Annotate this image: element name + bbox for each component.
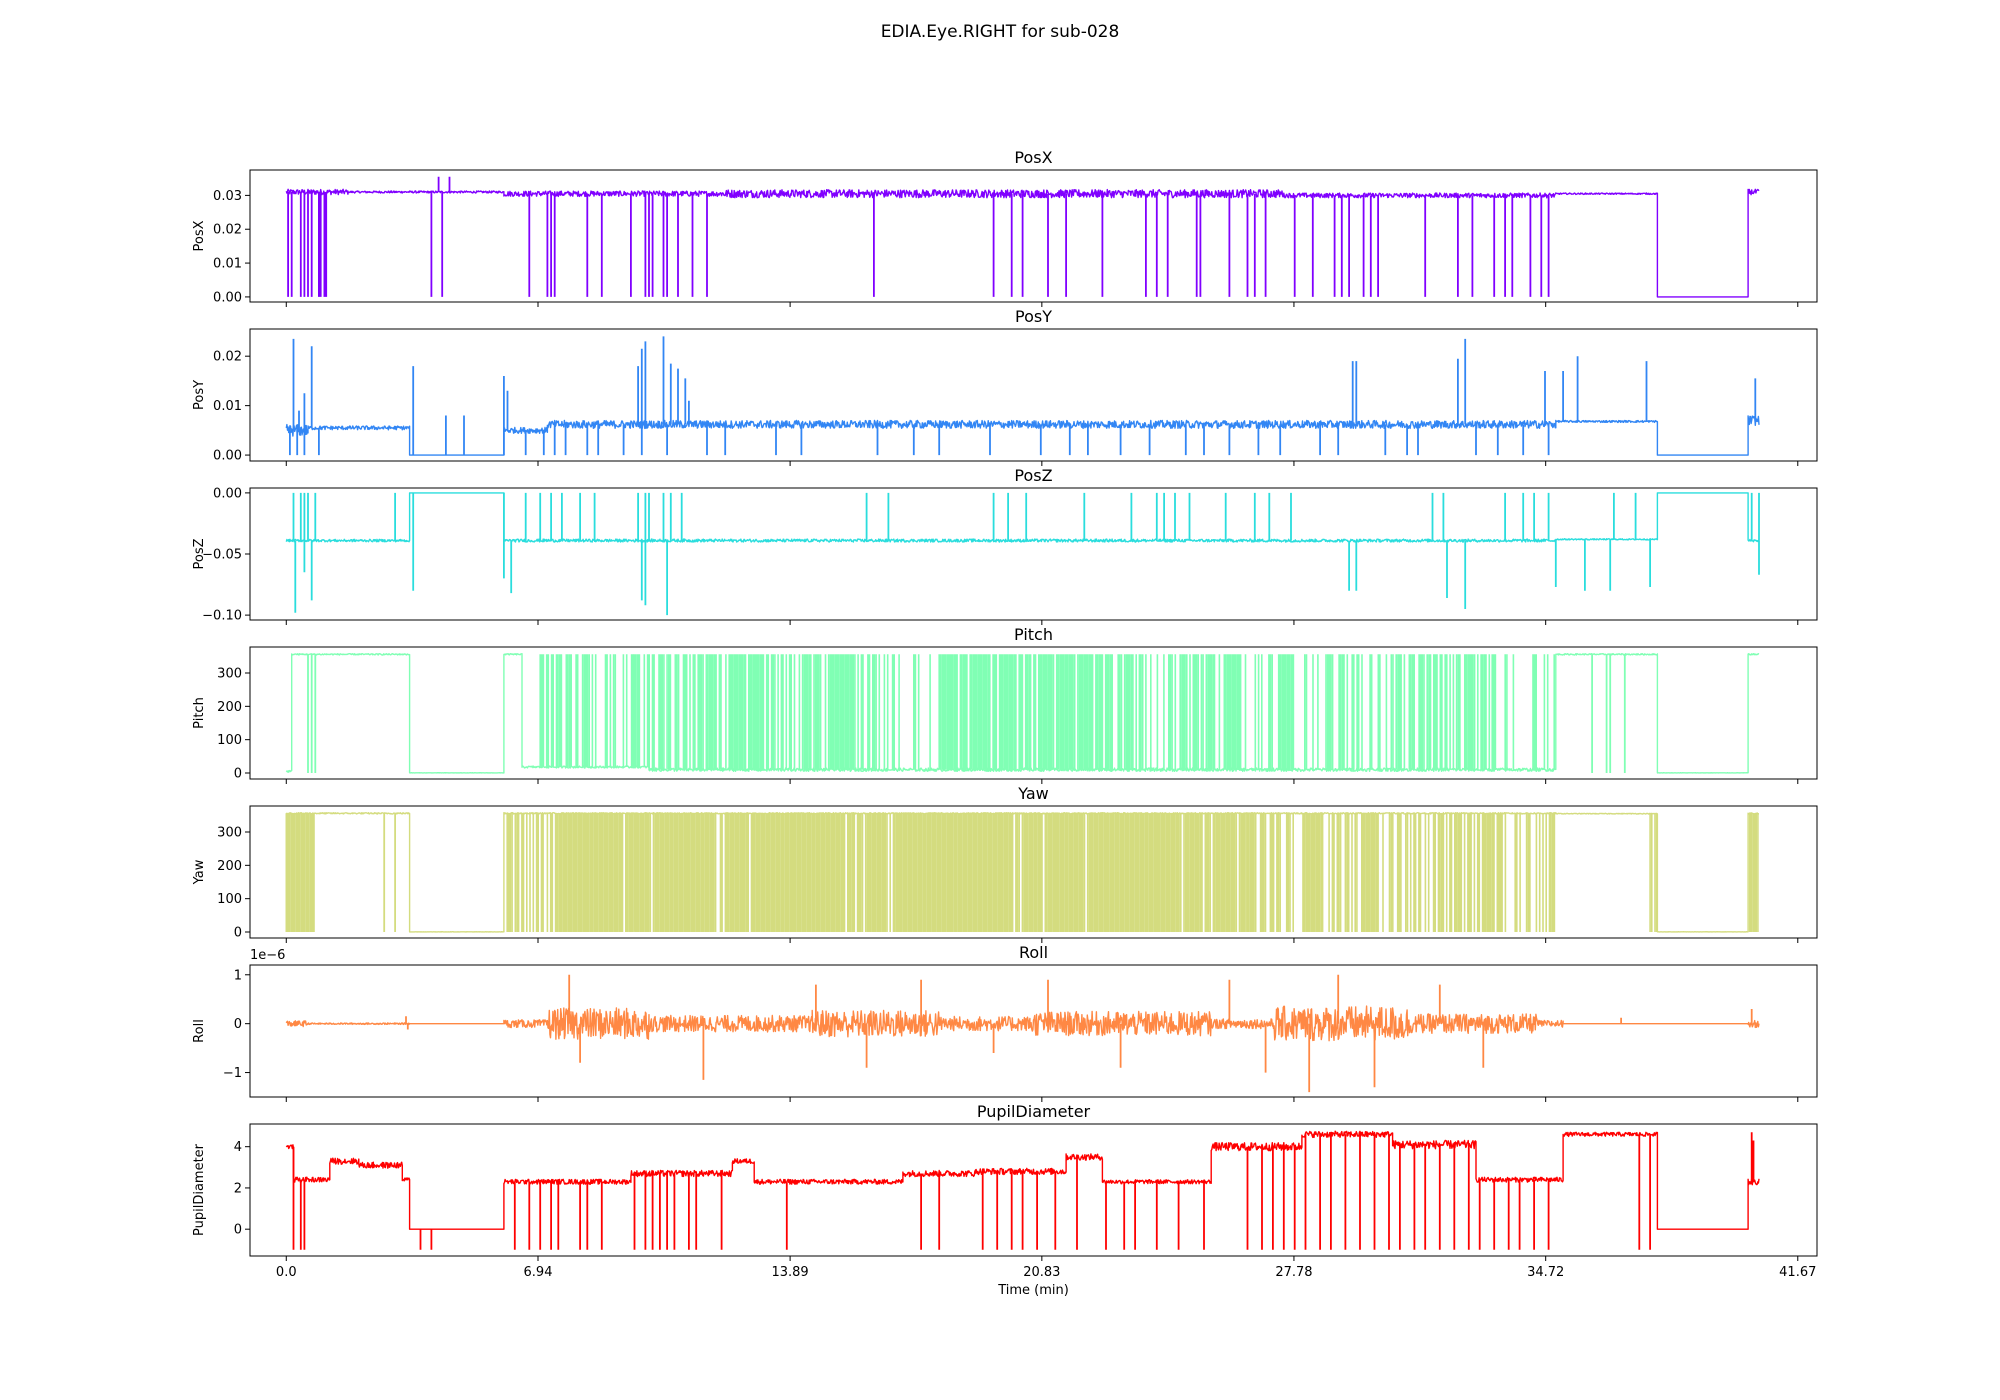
subplot-posx: PosX PosX 0.00 0.01 0.02 0.03 (192, 148, 1817, 307)
switch-band (1492, 654, 1554, 769)
y-tick-label: 0 (234, 767, 242, 782)
subplot-title: Roll (1019, 943, 1048, 962)
y-tick-label: 0.02 (213, 223, 242, 238)
switch-band (504, 813, 543, 932)
subplot-title: Yaw (1017, 784, 1048, 803)
switch-band (547, 813, 1246, 932)
series-line (286, 654, 1759, 773)
axes-frame (250, 1124, 1817, 1256)
y-scale-label: 1e−6 (250, 948, 285, 963)
y-tick-label: 0.01 (213, 257, 242, 272)
series-line (286, 493, 1759, 615)
y-axis-label: Yaw (192, 859, 207, 885)
axes-frame (250, 329, 1817, 461)
x-tick-label: 0.0 (276, 1265, 297, 1280)
subplot-title: PosZ (1014, 466, 1052, 485)
y-axis-label: Pitch (192, 697, 207, 729)
y-tick-label: 0 (234, 926, 242, 941)
subplot-posy: PosY PosY 0.00 0.01 0.02 (192, 307, 1817, 466)
switch-band (286, 813, 314, 932)
x-tick-label: 27.78 (1275, 1265, 1312, 1280)
switch-band (1269, 654, 1393, 769)
subplot-pitch: Pitch Pitch 0 100 200 300 (192, 625, 1817, 784)
subplot-roll: Roll Roll 1e−6 −1 0 1 (192, 943, 1817, 1102)
series-line (286, 177, 1759, 297)
spike-lines (294, 336, 1756, 455)
drop-lines (384, 813, 395, 932)
axes-frame (250, 170, 1817, 302)
series-line (286, 975, 1759, 1092)
y-tick-label: 0.02 (213, 350, 242, 365)
drop-lines (294, 1134, 1651, 1250)
series-line (286, 336, 1759, 455)
trace-path (286, 493, 1759, 542)
y-tick-label: 0 (234, 1223, 242, 1238)
y-tick-label: 100 (217, 892, 242, 907)
switch-band (884, 654, 930, 769)
subplot-yaw: Yaw Yaw 0 100 200 300 (192, 784, 1817, 943)
switch-band (939, 654, 1112, 769)
switch-band (1748, 813, 1758, 932)
switch-band (1248, 813, 1555, 932)
x-tick-label: 13.89 (771, 1265, 808, 1280)
y-tick-label: −0.05 (202, 548, 242, 563)
y-tick-label: 100 (217, 733, 242, 748)
subplot-pupildiameter: PupilDiameter PupilDiameter 0 2 4 0.0 6.94 13.8… (192, 1102, 1817, 1298)
subplot-title: PosY (1015, 307, 1052, 326)
y-tick-label: 0.00 (213, 449, 242, 464)
switch-band (635, 654, 880, 769)
y-axis-label: Roll (192, 1019, 207, 1043)
switch-band (1118, 654, 1262, 769)
y-tick-label: 200 (217, 859, 242, 874)
switch-band (540, 654, 633, 767)
switch-band (1650, 814, 1657, 932)
y-tick-label: 0.00 (213, 486, 242, 501)
y-axis-label: PosY (192, 380, 207, 410)
subplot-title: PupilDiameter (977, 1102, 1091, 1121)
x-tick-label: 34.72 (1527, 1265, 1564, 1280)
x-tick-label: 6.94 (524, 1265, 553, 1280)
axes-frame (250, 965, 1817, 1097)
switch-band (1396, 654, 1489, 769)
y-tick-label: 4 (234, 1140, 242, 1155)
series-line (286, 813, 1759, 932)
y-tick-label: 0.03 (213, 189, 242, 204)
y-axis-label: PosX (192, 220, 207, 251)
trace-path (286, 1006, 1759, 1041)
y-tick-label: 200 (217, 700, 242, 715)
spike-lines (1752, 1132, 1754, 1182)
x-axis-label: Time (min) (997, 1283, 1069, 1298)
y-tick-label: −1 (223, 1066, 242, 1081)
y-tick-label: 300 (217, 826, 242, 841)
y-tick-label: 0.00 (213, 290, 242, 305)
x-tick-label: 20.83 (1023, 1265, 1060, 1280)
y-tick-label: 0.01 (213, 399, 242, 414)
subplot-title: Pitch (1014, 625, 1053, 644)
y-tick-label: 2 (234, 1181, 242, 1196)
drop-lines (294, 493, 1760, 541)
spike-lines (295, 493, 1759, 615)
axes-frame (250, 488, 1817, 620)
y-tick-label: 300 (217, 667, 242, 682)
series-line (286, 1131, 1759, 1250)
y-tick-label: 1 (234, 968, 242, 983)
drop-lines (288, 192, 1549, 297)
y-tick-label: −0.10 (202, 609, 242, 624)
subplot-title: PosX (1014, 148, 1052, 167)
drop-lines (290, 424, 1549, 455)
y-tick-label: 0 (234, 1017, 242, 1032)
y-axis-label: PupilDiameter (192, 1143, 207, 1236)
x-tick-label: 41.67 (1779, 1265, 1816, 1280)
